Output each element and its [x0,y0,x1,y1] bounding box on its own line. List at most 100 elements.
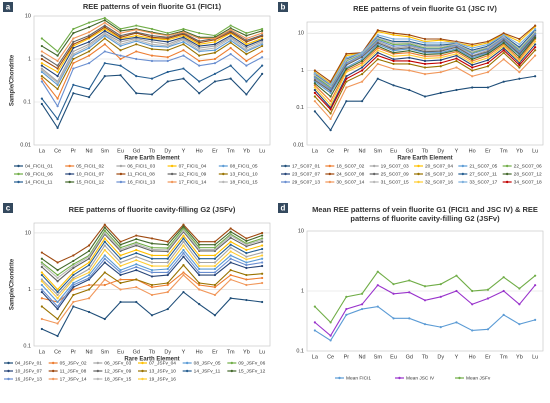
data-point [135,237,138,241]
data-point [182,54,185,57]
y-tick-label: 0.1 [296,105,304,111]
data-point [455,289,458,293]
data-point [360,63,364,67]
data-point [439,41,442,44]
data-point [245,44,248,48]
data-point [423,53,427,56]
data-point [103,32,106,36]
data-point [72,283,75,287]
x-tick-label: Er [212,148,218,154]
data-point [471,52,474,55]
data-point [534,46,537,49]
data-point [166,70,169,74]
data-point [534,40,537,43]
data-point [313,91,316,95]
panel-label: a [6,3,11,12]
data-point [261,257,264,260]
data-point [455,66,458,69]
data-point [518,40,521,43]
data-point [166,56,169,59]
data-point [135,234,138,237]
legend-label: 04_JSFv_01 [15,360,42,366]
data-point [534,24,537,27]
x-tick-label: Eu [117,148,124,154]
data-point [534,43,537,46]
data-point [135,248,138,252]
x-tick-label: Yb [243,349,250,355]
data-point [166,273,169,277]
data-point [245,258,248,261]
data-point [182,34,185,37]
data-point [518,47,521,50]
data-point [182,223,185,226]
x-tick-label: Tm [500,148,508,154]
legend-label: 13_JSFv_10 [149,368,176,374]
legend-label: 15_JSFv_12 [238,368,265,374]
data-point [119,38,122,41]
data-point [198,40,201,43]
x-tick-label: Yb [516,354,523,360]
legend-marker [141,361,144,365]
data-point [408,317,411,320]
data-point [245,39,248,42]
data-point [198,54,201,57]
data-point [213,293,217,297]
legend-label: 31_SC07_15 [381,179,409,185]
data-point [119,34,122,37]
data-point [392,292,395,295]
x-tick-label: Dy [437,354,444,360]
data-point [150,254,154,257]
x-tick-label: Nd [86,148,93,154]
panel-label-box [278,2,288,12]
data-point [455,57,458,60]
legend-label: 33_SC07_17 [469,179,497,185]
chart-title: REE patterns of vein fluorite G1 (JSC IV… [353,4,497,13]
data-point [502,49,505,52]
data-point [40,64,43,67]
data-point [198,283,201,287]
data-point [245,252,248,255]
data-point [471,43,474,46]
data-point [87,257,91,260]
data-point [103,19,106,22]
data-point [245,248,248,252]
legend-marker [185,361,189,365]
legend-marker [461,180,465,184]
data-point [166,32,169,35]
data-point [245,263,248,267]
data-point [439,52,442,55]
data-point [150,271,154,274]
data-point [150,264,154,268]
y-tick-label: 10 [25,230,31,236]
data-point [439,47,442,50]
data-point [198,59,201,63]
data-point [135,24,138,27]
data-point [261,64,264,67]
x-axis-title: Rare Earth Element [124,357,179,363]
data-point [376,45,379,48]
data-point [245,278,248,281]
legend-label: 21_SC07_05 [469,163,497,169]
legend-label: 14_JSFv_11 [194,368,221,374]
data-point [198,281,201,285]
legend-marker [372,180,376,184]
data-point [150,269,154,272]
data-point [135,242,138,246]
data-point [166,34,169,37]
data-point [423,323,427,326]
panel: b REE patterns of vein fluorite G1 (JSC I… [278,2,544,185]
legend-marker [461,172,465,176]
data-point [87,34,91,37]
data-point [150,314,154,317]
data-point [150,275,154,278]
legend-label: 26_SC07_10 [425,171,453,177]
x-tick-label: Lu [259,148,265,154]
data-point [198,267,201,271]
data-point [423,299,427,302]
data-point [245,245,248,248]
data-point [119,27,122,31]
data-point [198,264,201,268]
data-point [261,281,264,285]
x-tick-label: Nd [359,148,366,154]
x-tick-label: Y [182,148,186,154]
